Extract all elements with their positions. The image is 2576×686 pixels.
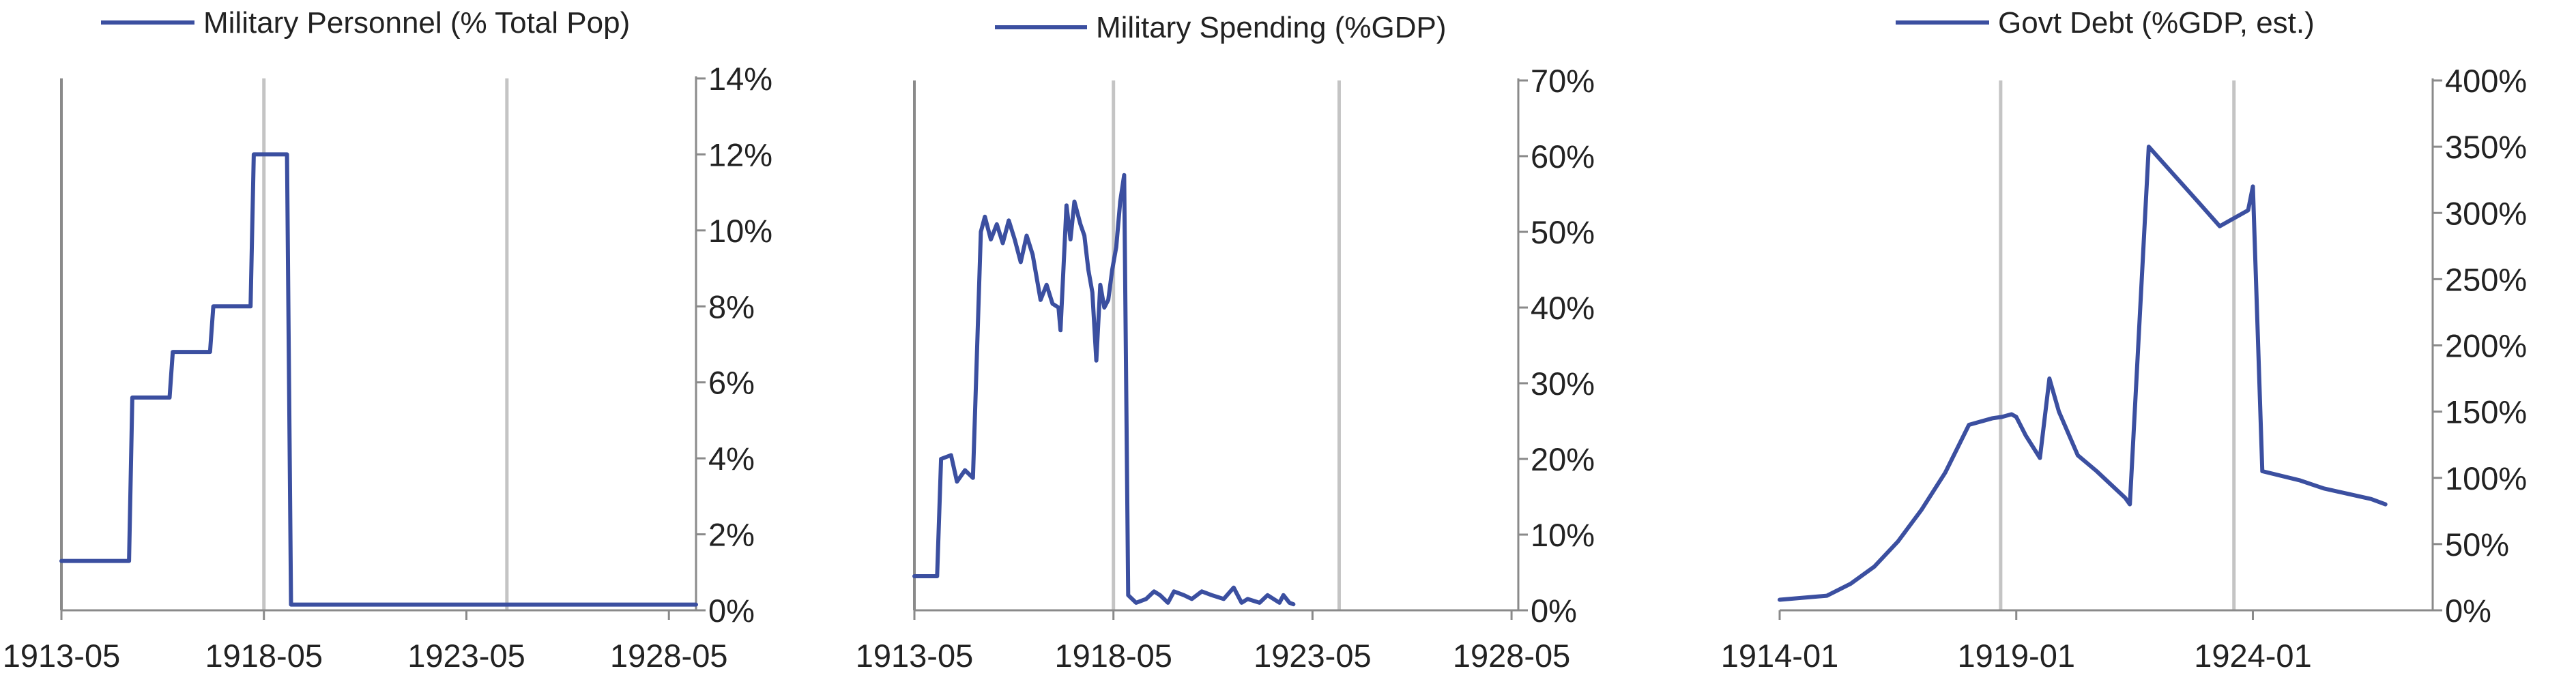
x-tick-label: 1914-01 xyxy=(1721,638,1839,674)
y-tick-label: 2% xyxy=(708,517,755,553)
y-tick-label: 300% xyxy=(2445,195,2527,231)
x-tick-label: 1918-05 xyxy=(1054,638,1172,674)
y-tick-label: 200% xyxy=(2445,328,2527,364)
x-tick-labels: 1913-05 1918-05 1923-05 1928-05 xyxy=(3,638,728,674)
y-tick-labels: 0% 10% 20% 30% 40% 50% 60% 70% xyxy=(1531,63,1595,629)
y-tick-label: 10% xyxy=(1531,517,1595,553)
y-tick-label: 400% xyxy=(2445,63,2527,99)
y-tick-labels: 0% 50% 100% 150% 200% 250% 300% 350% 400% xyxy=(2445,63,2527,629)
series-line xyxy=(912,173,1296,607)
y-tick-label: 150% xyxy=(2445,394,2527,430)
legend: Govt Debt (%GDP, est.) xyxy=(1896,6,2315,40)
legend: Military Spending (%GDP) xyxy=(995,11,1447,44)
axes xyxy=(913,78,1528,620)
y-tick-label: 60% xyxy=(1531,138,1595,175)
x-tick-label: 1913-05 xyxy=(856,638,974,674)
y-tick-label: 20% xyxy=(1531,441,1595,477)
vertical-lines xyxy=(1999,80,2236,610)
legend-label: Military Personnel (% Total Pop) xyxy=(203,6,630,40)
y-tick-label: 100% xyxy=(2445,460,2527,496)
axes xyxy=(60,76,706,620)
x-tick-label: 1919-01 xyxy=(1957,638,2075,674)
x-tick-label: 1923-05 xyxy=(407,638,525,674)
y-tick-label: 70% xyxy=(1531,63,1595,99)
x-tick-label: 1928-05 xyxy=(610,638,728,674)
y-tick-label: 30% xyxy=(1531,366,1595,402)
panel-military-personnel: Military Personnel (% Total Pop) 0% 2% 4% 6… xyxy=(3,6,772,674)
series-line-path xyxy=(912,173,1296,607)
y-tick-label: 0% xyxy=(708,593,755,629)
x-tick-labels: 1913-05 1918-05 1923-05 1928-05 xyxy=(856,638,1571,674)
y-tick-label: 0% xyxy=(2445,593,2491,629)
series-line-path xyxy=(1778,145,2388,602)
axes xyxy=(1778,78,2442,620)
vertical-lines xyxy=(1112,80,1341,610)
x-tick-label: 1918-05 xyxy=(205,638,323,674)
y-tick-label: 40% xyxy=(1531,290,1595,326)
series-line xyxy=(1778,145,2388,602)
y-tick-label: 0% xyxy=(1531,593,1577,629)
x-tick-label: 1924-01 xyxy=(2194,638,2312,674)
y-tick-label: 4% xyxy=(708,441,755,477)
y-tick-label: 350% xyxy=(2445,129,2527,165)
y-tick-label: 12% xyxy=(708,136,772,173)
series-line-path xyxy=(59,152,698,607)
legend-label: Govt Debt (%GDP, est.) xyxy=(1998,6,2315,40)
y-tick-label: 50% xyxy=(2445,526,2509,563)
y-tick-label: 6% xyxy=(708,365,755,401)
legend-label: Military Spending (%GDP) xyxy=(1096,11,1447,44)
x-tick-label: 1928-05 xyxy=(1453,638,1571,674)
x-tick-label: 1913-05 xyxy=(3,638,121,674)
y-tick-label: 8% xyxy=(708,288,755,325)
legend: Military Personnel (% Total Pop) xyxy=(101,6,630,40)
y-tick-label: 250% xyxy=(2445,261,2527,297)
vertical-lines xyxy=(262,78,509,610)
y-tick-labels: 0% 2% 4% 6% 8% 10% 12% 14% xyxy=(708,61,772,629)
y-tick-label: 14% xyxy=(708,61,772,97)
panel-military-spending: Military Spending (%GDP) 0% 10% 20% 30% 40% 5… xyxy=(856,11,1595,674)
panel-govt-debt: Govt Debt (%GDP, est.) 0% 50% 100% 150% 200%… xyxy=(1721,6,2527,674)
series-line xyxy=(59,152,698,607)
x-tick-labels: 1914-01 1919-01 1924-01 xyxy=(1721,638,2312,674)
y-tick-label: 10% xyxy=(708,213,772,249)
y-tick-label: 50% xyxy=(1531,214,1595,250)
x-tick-label: 1923-05 xyxy=(1254,638,1372,674)
